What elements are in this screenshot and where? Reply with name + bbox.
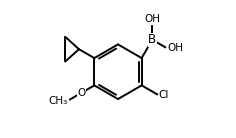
Text: OH: OH <box>144 14 160 24</box>
Text: Cl: Cl <box>158 90 169 100</box>
Text: CH₃: CH₃ <box>48 96 68 106</box>
Text: B: B <box>148 33 156 46</box>
Text: OH: OH <box>167 43 183 53</box>
Text: O: O <box>77 88 85 98</box>
